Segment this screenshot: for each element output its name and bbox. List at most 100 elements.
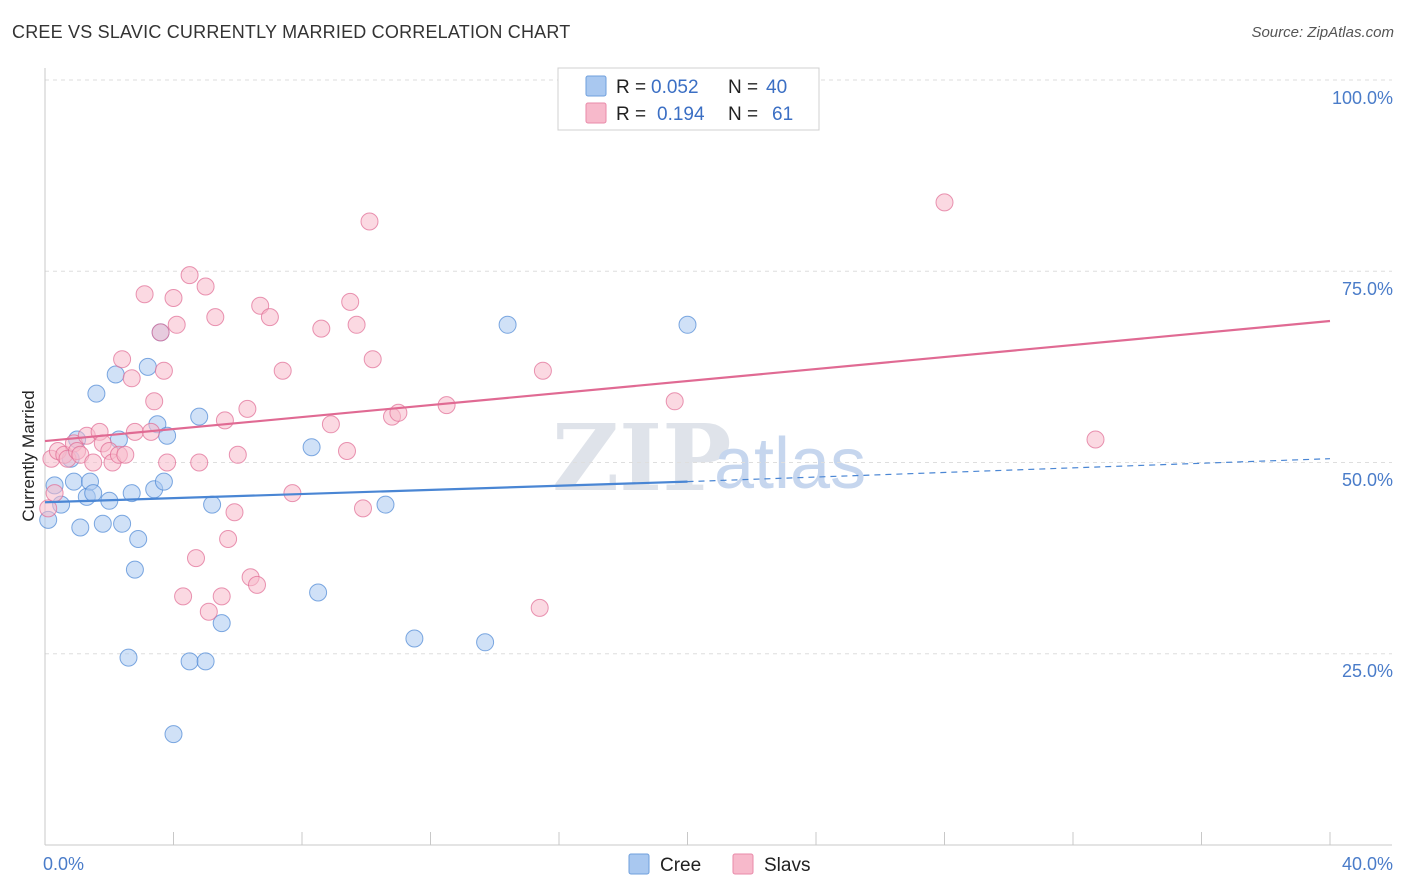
slavs-point-42 [248, 575, 266, 594]
slavs-point-22 [145, 392, 164, 411]
slavs-point-26 [164, 289, 183, 307]
slavs-point-24 [154, 361, 173, 380]
slavs-point-50 [341, 292, 360, 311]
x-tick-label-max: 40.0% [1342, 854, 1393, 874]
y-axis-label: Currently Married [19, 390, 38, 521]
cree-point-13 [106, 365, 125, 384]
slavs-bottom-label: Slavs [764, 855, 810, 876]
cree-point-15 [113, 514, 132, 533]
slavs-point-29 [180, 266, 199, 285]
cree-point-19 [129, 530, 148, 548]
slavs-point-44 [260, 308, 279, 327]
cree-legend-swatch [585, 75, 607, 97]
cree-n-value: 40 [766, 77, 787, 98]
slavs-n-label: N = [728, 104, 758, 125]
cree-point-20 [138, 357, 157, 376]
cree-point-30 [203, 495, 222, 514]
slavs-n-value: 61 [772, 104, 793, 125]
source-label: Source: ZipAtlas.com [1251, 24, 1394, 41]
cree-point-27 [180, 652, 199, 671]
cree-bottom-swatch [628, 853, 650, 875]
cree-point-37 [498, 315, 517, 334]
slavs-r-label: R = [616, 104, 646, 125]
y-tick-labels: 100.0% 75.0% 50.0% 25.0% [1332, 88, 1393, 681]
cree-point-33 [309, 583, 328, 602]
cree-trend-extension [687, 458, 1331, 483]
slavs-point-16 [113, 350, 132, 369]
y-tick-label-100: 100.0% [1332, 88, 1393, 108]
data-points [39, 193, 1105, 744]
chart-title: CREE VS SLAVIC CURRENTLY MARRIED CORRELA… [12, 22, 571, 42]
cree-r-value: 0.052 [651, 77, 699, 98]
cree-point-29 [196, 652, 215, 671]
cree-bottom-label: Cree [660, 855, 701, 876]
slavs-point-59 [530, 598, 549, 617]
cree-trend-line [44, 480, 688, 504]
cree-point-26 [164, 725, 183, 744]
slavs-point-45 [273, 361, 292, 380]
slavs-trend-line [44, 319, 1331, 443]
slavs-point-18 [122, 369, 141, 388]
x-tick-label-min: 0.0% [43, 854, 84, 874]
watermark-atlas: atlas [714, 424, 866, 504]
cree-point-28 [190, 407, 209, 426]
slavs-point-36 [215, 411, 234, 430]
slavs-legend-swatch [585, 102, 607, 124]
slavs-point-62 [1086, 430, 1105, 449]
slavs-point-39 [228, 445, 247, 464]
cree-point-35 [405, 629, 424, 648]
slavs-point-27 [167, 315, 186, 334]
cree-r-label: R = [616, 77, 646, 98]
slavs-point-32 [196, 277, 215, 296]
slavs-point-34 [206, 308, 225, 327]
trend-lines [44, 319, 1331, 504]
slavs-point-49 [338, 442, 356, 460]
cree-point-18 [125, 560, 144, 579]
slavs-point-0 [39, 499, 58, 518]
slavs-r-value: 0.194 [657, 104, 705, 125]
slavs-point-60 [665, 392, 684, 411]
watermark-zip: ZIP [552, 404, 731, 512]
cree-point-6 [71, 518, 90, 537]
cree-point-17 [122, 484, 141, 503]
cree-point-11 [93, 514, 112, 533]
slavs-point-30 [187, 549, 205, 568]
slavs-bottom-swatch [732, 853, 754, 875]
slavs-point-53 [360, 212, 379, 231]
x-axis-ticks [44, 832, 1331, 845]
slavs-point-40 [238, 399, 257, 418]
slavs-point-31 [190, 453, 209, 472]
slavs-point-28 [174, 587, 193, 606]
slavs-point-48 [321, 415, 340, 434]
y-tick-label-50: 50.0% [1342, 470, 1393, 490]
stats-legend: R = 0.052 N = 40 R = 0.194 N = 61 [557, 67, 820, 131]
slavs-point-20 [135, 285, 154, 304]
cree-point-36 [476, 633, 495, 652]
cree-point-9 [84, 484, 103, 503]
cree-point-24 [154, 472, 173, 491]
gridlines [45, 79, 1392, 655]
slavs-point-25 [158, 453, 177, 472]
cree-point-32 [302, 438, 321, 457]
cree-n-label: N = [728, 77, 758, 98]
y-tick-label-25: 25.0% [1342, 661, 1393, 681]
cree-point-16 [119, 648, 138, 667]
series-legend: Cree Slavs [628, 853, 810, 876]
cree-point-10 [87, 384, 106, 403]
slavs-point-37 [219, 530, 238, 548]
cree-point-4 [64, 472, 83, 491]
cree-point-34 [376, 495, 395, 514]
slavs-point-35 [212, 587, 231, 606]
cree-point-38 [678, 315, 697, 334]
slavs-point-23 [151, 323, 170, 342]
slavs-point-33 [199, 602, 218, 621]
slavs-point-54 [363, 350, 382, 369]
cree-point-31 [212, 614, 231, 633]
y-tick-label-75: 75.0% [1342, 279, 1393, 299]
slavs-point-10 [84, 453, 103, 472]
slavs-point-38 [225, 503, 244, 522]
slavs-point-61 [935, 193, 954, 212]
slavs-point-52 [354, 499, 372, 518]
slavs-point-47 [312, 319, 331, 338]
